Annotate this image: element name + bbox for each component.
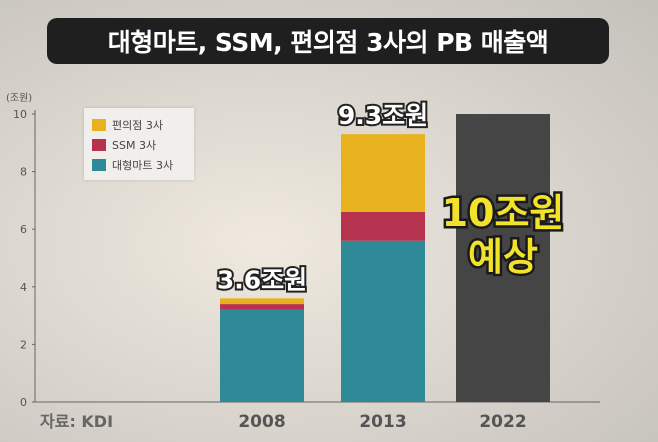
legend-label-mart: 대형마트 3사 — [112, 159, 174, 172]
legend: 편의점 3사 SSM 3사 대형마트 3사 — [84, 108, 194, 180]
source-note: 자료: KDI — [40, 412, 114, 431]
legend-item-convenience: 편의점 3사 — [92, 117, 163, 133]
x-category-label: 2013 — [359, 412, 406, 432]
y-tick-label: 6 — [20, 223, 27, 236]
legend-item-ssm: SSM 3사 — [92, 137, 156, 153]
y-tick-label: 8 — [20, 166, 27, 179]
y-tick-label: 0 — [20, 396, 27, 409]
bar-segment-convenience-2008 — [220, 298, 304, 305]
bar-segment-convenience-2013 — [341, 134, 425, 212]
bar-segment-ssm-2008 — [220, 304, 304, 310]
bar-segment-ssm-2013 — [341, 211, 425, 241]
forecast-label-line1: 10조원 — [442, 191, 565, 235]
forecast-label-line2: 예상 — [468, 235, 538, 279]
legend-item-mart: 대형마트 3사 — [92, 157, 173, 173]
legend-swatch-ssm — [92, 139, 106, 151]
bar-segment-mart-2013 — [341, 240, 425, 402]
legend-label-ssm: SSM 3사 — [112, 139, 157, 152]
legend-label-convenience: 편의점 3사 — [112, 119, 163, 132]
legend-swatch-convenience — [92, 119, 106, 131]
chart-title: 대형마트, SSM, 편의점 3사의 PB 매출액 — [47, 18, 609, 64]
x-category-label: 2022 — [479, 412, 526, 432]
y-tick-label: 4 — [20, 281, 27, 294]
total-annotation-2013: 9.3조원 — [338, 101, 428, 130]
bar-segment-mart-2008 — [220, 309, 304, 402]
total-annotation-2008: 3.6조원 — [217, 265, 307, 294]
y-tick-label: 10 — [13, 108, 27, 121]
y-axis-unit: (조원) — [6, 93, 33, 104]
bar-forecast-2022 — [456, 114, 550, 402]
x-category-label: 2008 — [238, 412, 285, 432]
legend-swatch-mart — [92, 159, 106, 171]
y-tick-label: 2 — [20, 338, 27, 351]
